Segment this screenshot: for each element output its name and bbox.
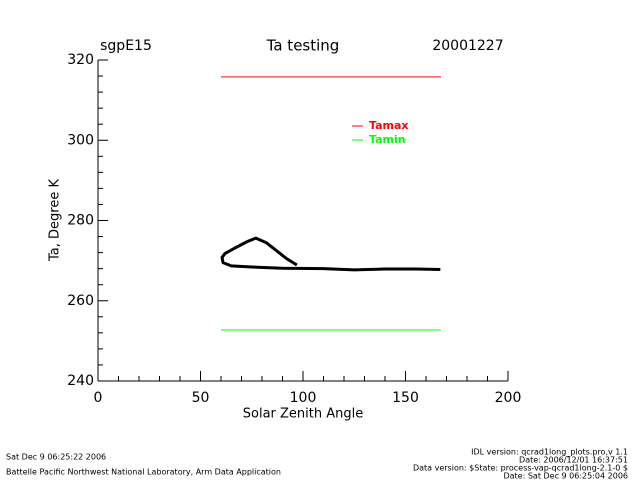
legend-label: Tamin — [369, 133, 406, 146]
x-tick-label: 150 — [392, 390, 419, 406]
y-axis-title: Ta, Degree K — [48, 179, 63, 262]
footer-data-date: Date: Sat Dec 9 06:25:04 2006 — [503, 472, 628, 480]
footer-idl-date: Date: 2006/12/01 16:37:51 — [519, 456, 628, 465]
y-tick-label: 280 — [67, 213, 94, 229]
legend-label: Tamax — [369, 119, 409, 132]
footer-lab: Battelle Pacific Northwest National Labo… — [6, 468, 281, 477]
series-line — [220, 236, 441, 272]
date-label: 20001227 — [432, 38, 503, 54]
x-axis-title: Solar Zenith Angle — [243, 407, 363, 422]
x-tick-label: 200 — [495, 390, 522, 406]
footer-date: Sat Dec 9 06:25:22 2006 — [6, 453, 106, 462]
x-tick-label: 0 — [94, 390, 103, 406]
y-tick-label: 300 — [67, 132, 94, 148]
chart-title: Ta testing — [266, 37, 340, 55]
y-tick-label: 240 — [67, 373, 94, 389]
x-tick-label: 100 — [290, 390, 317, 406]
x-tick-label: 50 — [192, 390, 210, 406]
footer-data-version: Data version: $State: process-vap-qcrad1… — [413, 464, 628, 473]
station-label: sgpE15 — [100, 38, 152, 54]
footer-idl: IDL version: qcrad1long_plots.pro,v 1.1 — [471, 448, 628, 457]
y-tick-label: 320 — [67, 52, 94, 68]
y-tick-label: 260 — [67, 293, 94, 309]
